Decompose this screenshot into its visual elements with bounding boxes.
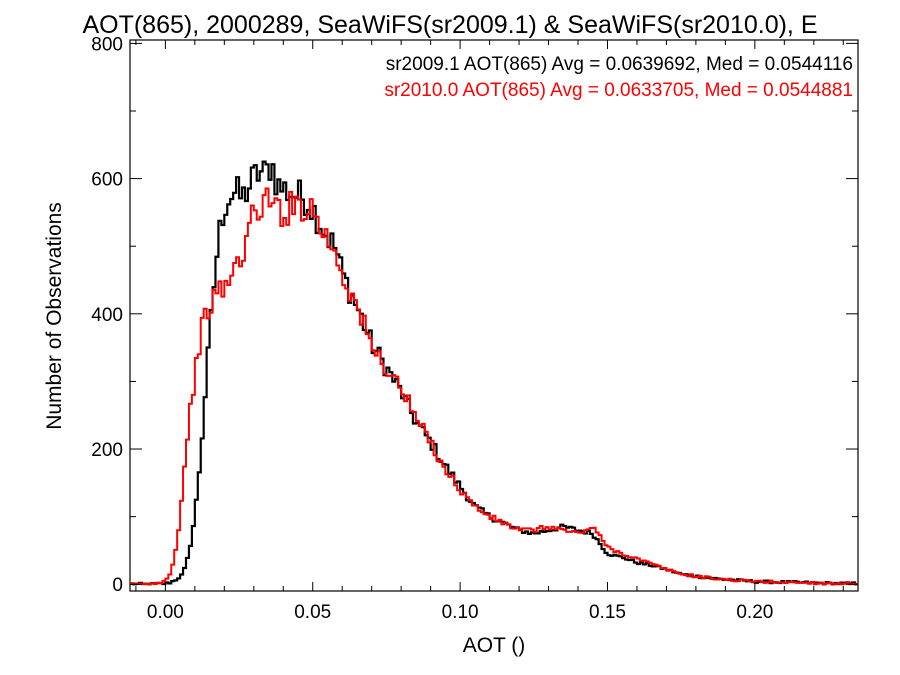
- series-sr2010-histogram: [130, 187, 858, 586]
- x-tick-label: 0.10: [442, 602, 479, 623]
- y-tick-label: 600: [91, 170, 123, 191]
- x-axis-label: AOT (): [463, 634, 526, 657]
- y-tick-label: 400: [91, 305, 123, 326]
- series-layer: [130, 160, 858, 586]
- y-tick-label: 0: [112, 575, 123, 596]
- x-tick-label: 0.20: [736, 602, 773, 623]
- x-tick-label: 0.05: [294, 602, 331, 623]
- y-axis-label: Number of Observations: [43, 202, 66, 430]
- chart-title: AOT(865), 2000289, SeaWiFS(sr2009.1) & S…: [82, 11, 817, 39]
- y-tick-label: 800: [91, 34, 123, 55]
- series-sr2009-histogram: [130, 160, 858, 586]
- axis-layer: 0.00 0.05 0.10 0.15 0.20 0 200 400 600 800: [91, 34, 858, 623]
- x-tick-label: 0.00: [147, 602, 184, 623]
- y-tick-label: 200: [91, 440, 123, 461]
- annotation-sr2009: sr2009.1 AOT(865) Avg = 0.0639692, Med =…: [386, 54, 853, 75]
- plot-frame: [129, 39, 859, 592]
- x-tick-label: 0.15: [589, 602, 626, 623]
- annotation-sr2010: sr2010.0 AOT(865) Avg = 0.0633705, Med =…: [384, 80, 853, 101]
